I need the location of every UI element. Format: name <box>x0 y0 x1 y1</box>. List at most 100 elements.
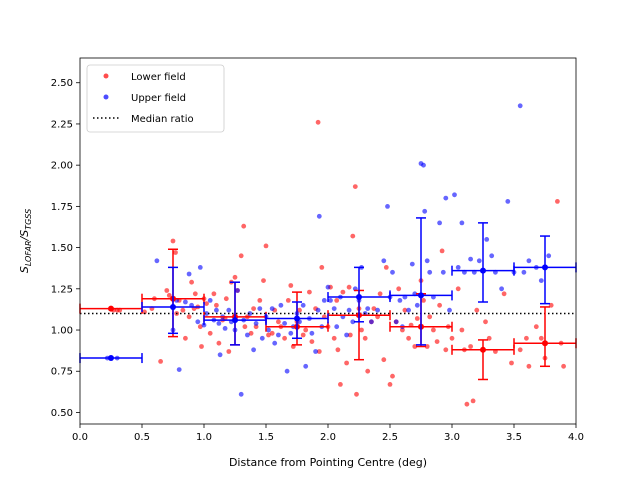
upper-field-point-79 <box>409 261 415 267</box>
lower-field-point-102 <box>431 327 436 333</box>
upper-field-point-39 <box>282 321 287 326</box>
upper-field-point-45 <box>300 302 306 308</box>
upper-field-point-67 <box>365 306 371 311</box>
upper-field-point-49 <box>313 349 318 354</box>
y-tick-label-0: 0.50 <box>51 408 73 419</box>
upper-field-point-88 <box>437 220 442 226</box>
upper-field-point-50 <box>315 307 321 313</box>
upper-field-point-31 <box>257 306 263 311</box>
y-tick-label-3: 1.25 <box>51 284 73 295</box>
lower-field-point-35 <box>238 253 244 259</box>
x-tick-label-4: 2.0 <box>320 432 336 443</box>
upper-field-errorbar-4 <box>327 266 391 323</box>
upper-field-point-6 <box>176 367 182 372</box>
upper-field-point-53 <box>321 298 327 303</box>
lower-field-point-40 <box>251 306 256 311</box>
lower-field-point-83 <box>371 306 377 311</box>
lower-field-point-3 <box>142 309 147 315</box>
lower-field-point-73 <box>346 284 352 290</box>
y-tick-label-4: 1.50 <box>51 243 73 254</box>
x-tick-label-6: 3.0 <box>444 432 460 443</box>
lower-field-point-42 <box>257 298 263 303</box>
x-axis-label: Distance from Pointing Centre (deg) <box>229 456 427 469</box>
lower-field-point-85 <box>377 291 383 297</box>
lower-field-point-101 <box>427 314 433 320</box>
lower-field-point-20 <box>197 324 203 330</box>
upper-field-errorbar-2 <box>203 281 267 346</box>
upper-field-point-13 <box>204 311 209 316</box>
upper-field-point-86 <box>427 269 433 275</box>
lower-field-point-79 <box>359 327 364 333</box>
upper-field-point-35 <box>269 306 275 311</box>
lower-field-point-44 <box>263 243 269 249</box>
lower-field-point-55 <box>297 307 302 313</box>
upper-field-bin-center-6 <box>480 267 486 274</box>
upper-field-point-106 <box>521 269 527 275</box>
x-tick-label-2: 1.0 <box>196 432 212 443</box>
upper-field-point-81 <box>414 302 420 308</box>
upper-field-point-99 <box>484 237 490 242</box>
lower-field-point-50 <box>282 335 287 341</box>
upper-field-point-61 <box>346 307 352 313</box>
upper-field-point-75 <box>397 298 403 303</box>
upper-field-bin-center-2 <box>232 317 238 324</box>
x-tick-label-8: 4.0 <box>568 432 584 443</box>
lower-field-bin-center-0 <box>108 305 114 312</box>
x-tick-label-1: 0.5 <box>134 432 150 443</box>
lower-field-point-87 <box>383 265 389 270</box>
upper-field-point-11 <box>197 265 203 270</box>
lower-field-errorbar-6 <box>451 339 515 381</box>
y-axis-label-main: S <box>18 266 31 273</box>
upper-field-point-102 <box>499 286 504 292</box>
upper-field-errorbar-5 <box>389 217 453 346</box>
upper-field-point-93 <box>455 265 461 270</box>
y-tick-label-8: 2.50 <box>51 78 73 89</box>
lower-field-point-46 <box>269 330 275 336</box>
legend-marker-upper <box>103 94 109 100</box>
lower-field-point-10 <box>173 250 178 255</box>
x-tick-label-7: 3.5 <box>506 432 522 443</box>
upper-field-point-98 <box>476 258 482 264</box>
upper-field-errorbar-3 <box>265 301 329 340</box>
upper-field-point-94 <box>459 220 465 226</box>
data-points <box>104 103 566 407</box>
y-axis-label-sub1: LOFAR <box>24 241 33 267</box>
lower-field-point-123 <box>524 335 529 341</box>
upper-field-point-70 <box>381 258 387 264</box>
upper-field-point-74 <box>393 319 399 325</box>
lower-field-point-9 <box>170 238 176 244</box>
upper-field-point-68 <box>369 319 374 325</box>
upper-field-point-30 <box>253 321 259 326</box>
upper-field-point-110 <box>546 253 552 259</box>
lower-field-point-77 <box>354 391 359 397</box>
upper-field-bin-center-4 <box>356 294 362 301</box>
y-tick-label-7: 2.25 <box>51 119 73 130</box>
upper-field-bin-center-7 <box>542 264 548 271</box>
lower-field-point-106 <box>443 347 449 353</box>
x-tick-label-0: 0.0 <box>72 432 88 443</box>
lower-field-point-13 <box>180 307 186 313</box>
lower-field-point-126 <box>538 335 544 341</box>
lower-field-point-15 <box>186 314 192 320</box>
upper-field-point-103 <box>505 199 511 204</box>
upper-field-point-105 <box>517 103 523 109</box>
lower-field-point-18 <box>192 291 198 297</box>
lower-field-point-97 <box>414 316 420 321</box>
upper-field-point-109 <box>538 278 544 283</box>
lower-field-point-121 <box>509 360 514 366</box>
lower-field-point-59 <box>309 339 315 344</box>
lower-field-point-31 <box>226 349 232 354</box>
lower-field-point-74 <box>347 332 353 338</box>
lower-field-point-58 <box>307 289 312 295</box>
legend-label-lower: Lower field <box>131 72 186 83</box>
upper-field-point-18 <box>217 352 223 358</box>
lower-field-point-92 <box>400 327 405 333</box>
upper-field-point-69 <box>375 307 380 313</box>
upper-field-bin-center-5 <box>418 292 424 299</box>
upper-field-point-91 <box>447 307 452 313</box>
lower-field-point-131 <box>561 363 566 369</box>
upper-field-point-46 <box>303 363 309 369</box>
x-tick-label-3: 1.5 <box>258 432 274 443</box>
legend: Lower field Upper field Median ratio <box>86 64 225 133</box>
lower-field-point-88 <box>387 382 393 387</box>
